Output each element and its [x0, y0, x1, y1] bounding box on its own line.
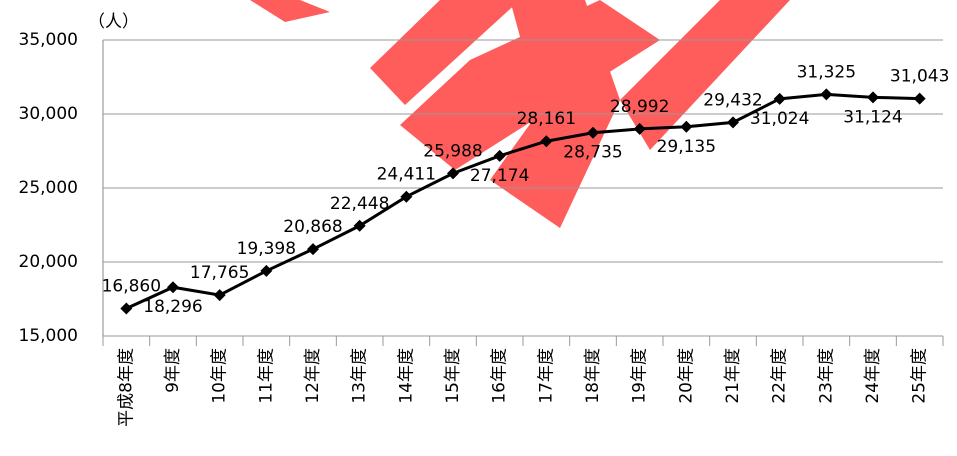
x-tick-label: 18年度 — [583, 348, 603, 404]
x-tick-label: 15年度 — [443, 348, 463, 404]
x-tick-label: 11年度 — [256, 348, 276, 404]
y-tick-label: 35,000 — [19, 30, 78, 50]
data-label: 24,411 — [377, 165, 436, 185]
marker — [447, 167, 459, 179]
data-label: 18,296 — [143, 297, 202, 317]
x-tick-label: 13年度 — [350, 348, 370, 404]
x-tick-label: 17年度 — [536, 348, 556, 404]
marker — [774, 93, 786, 105]
x-tick-label: 14年度 — [396, 348, 416, 404]
marker — [914, 93, 926, 105]
y-tick-label: 20,000 — [19, 252, 78, 272]
marker — [260, 265, 272, 277]
data-label: 16,860 — [102, 276, 161, 296]
x-tick-label: 平成8年度 — [116, 348, 136, 427]
data-label: 20,868 — [283, 217, 342, 237]
data-label: 29,432 — [703, 90, 762, 110]
data-label: 17,765 — [190, 263, 249, 283]
marker — [120, 302, 132, 314]
x-tick-label: 10年度 — [210, 348, 230, 404]
y-tick-label: 25,000 — [19, 178, 78, 198]
data-label: 22,448 — [330, 194, 389, 214]
marker — [214, 289, 226, 301]
x-tick-label: 23年度 — [816, 348, 836, 404]
unit-label: （人） — [88, 12, 139, 32]
marker — [307, 243, 319, 255]
data-label: 31,325 — [797, 62, 856, 82]
x-tick-label: 16年度 — [490, 348, 510, 404]
y-tick-label: 30,000 — [19, 104, 78, 124]
marker — [867, 91, 879, 103]
marker — [727, 116, 739, 128]
x-tick-label: 22年度 — [770, 348, 790, 404]
marker — [820, 88, 832, 100]
marker — [680, 121, 692, 133]
marker — [167, 281, 179, 293]
x-tick-label: 9年度 — [163, 348, 183, 393]
data-label: 31,024 — [750, 109, 809, 129]
data-label: 31,043 — [890, 67, 949, 87]
data-label: 28,161 — [517, 109, 576, 129]
x-tick-label: 24年度 — [863, 348, 883, 404]
x-tick-label: 12年度 — [303, 348, 323, 404]
chart: （人） 15,000 20,000 25,000 30,000 35,000 平成8年度 9… — [0, 0, 957, 456]
marker — [494, 150, 506, 162]
data-label: 28,992 — [610, 97, 669, 117]
data-label: 19,398 — [237, 239, 296, 259]
data-label: 29,135 — [657, 137, 716, 157]
data-label: 25,988 — [423, 141, 482, 161]
x-tick-label: 19年度 — [630, 348, 650, 404]
data-label: 27,174 — [470, 166, 529, 186]
x-tick-label: 25年度 — [910, 348, 930, 404]
y-tick-label: 15,000 — [19, 326, 78, 346]
data-label: 28,735 — [563, 143, 622, 163]
x-tick-label: 20年度 — [676, 348, 696, 404]
x-tick-label: 21年度 — [723, 348, 743, 404]
data-label: 31,124 — [843, 107, 902, 127]
